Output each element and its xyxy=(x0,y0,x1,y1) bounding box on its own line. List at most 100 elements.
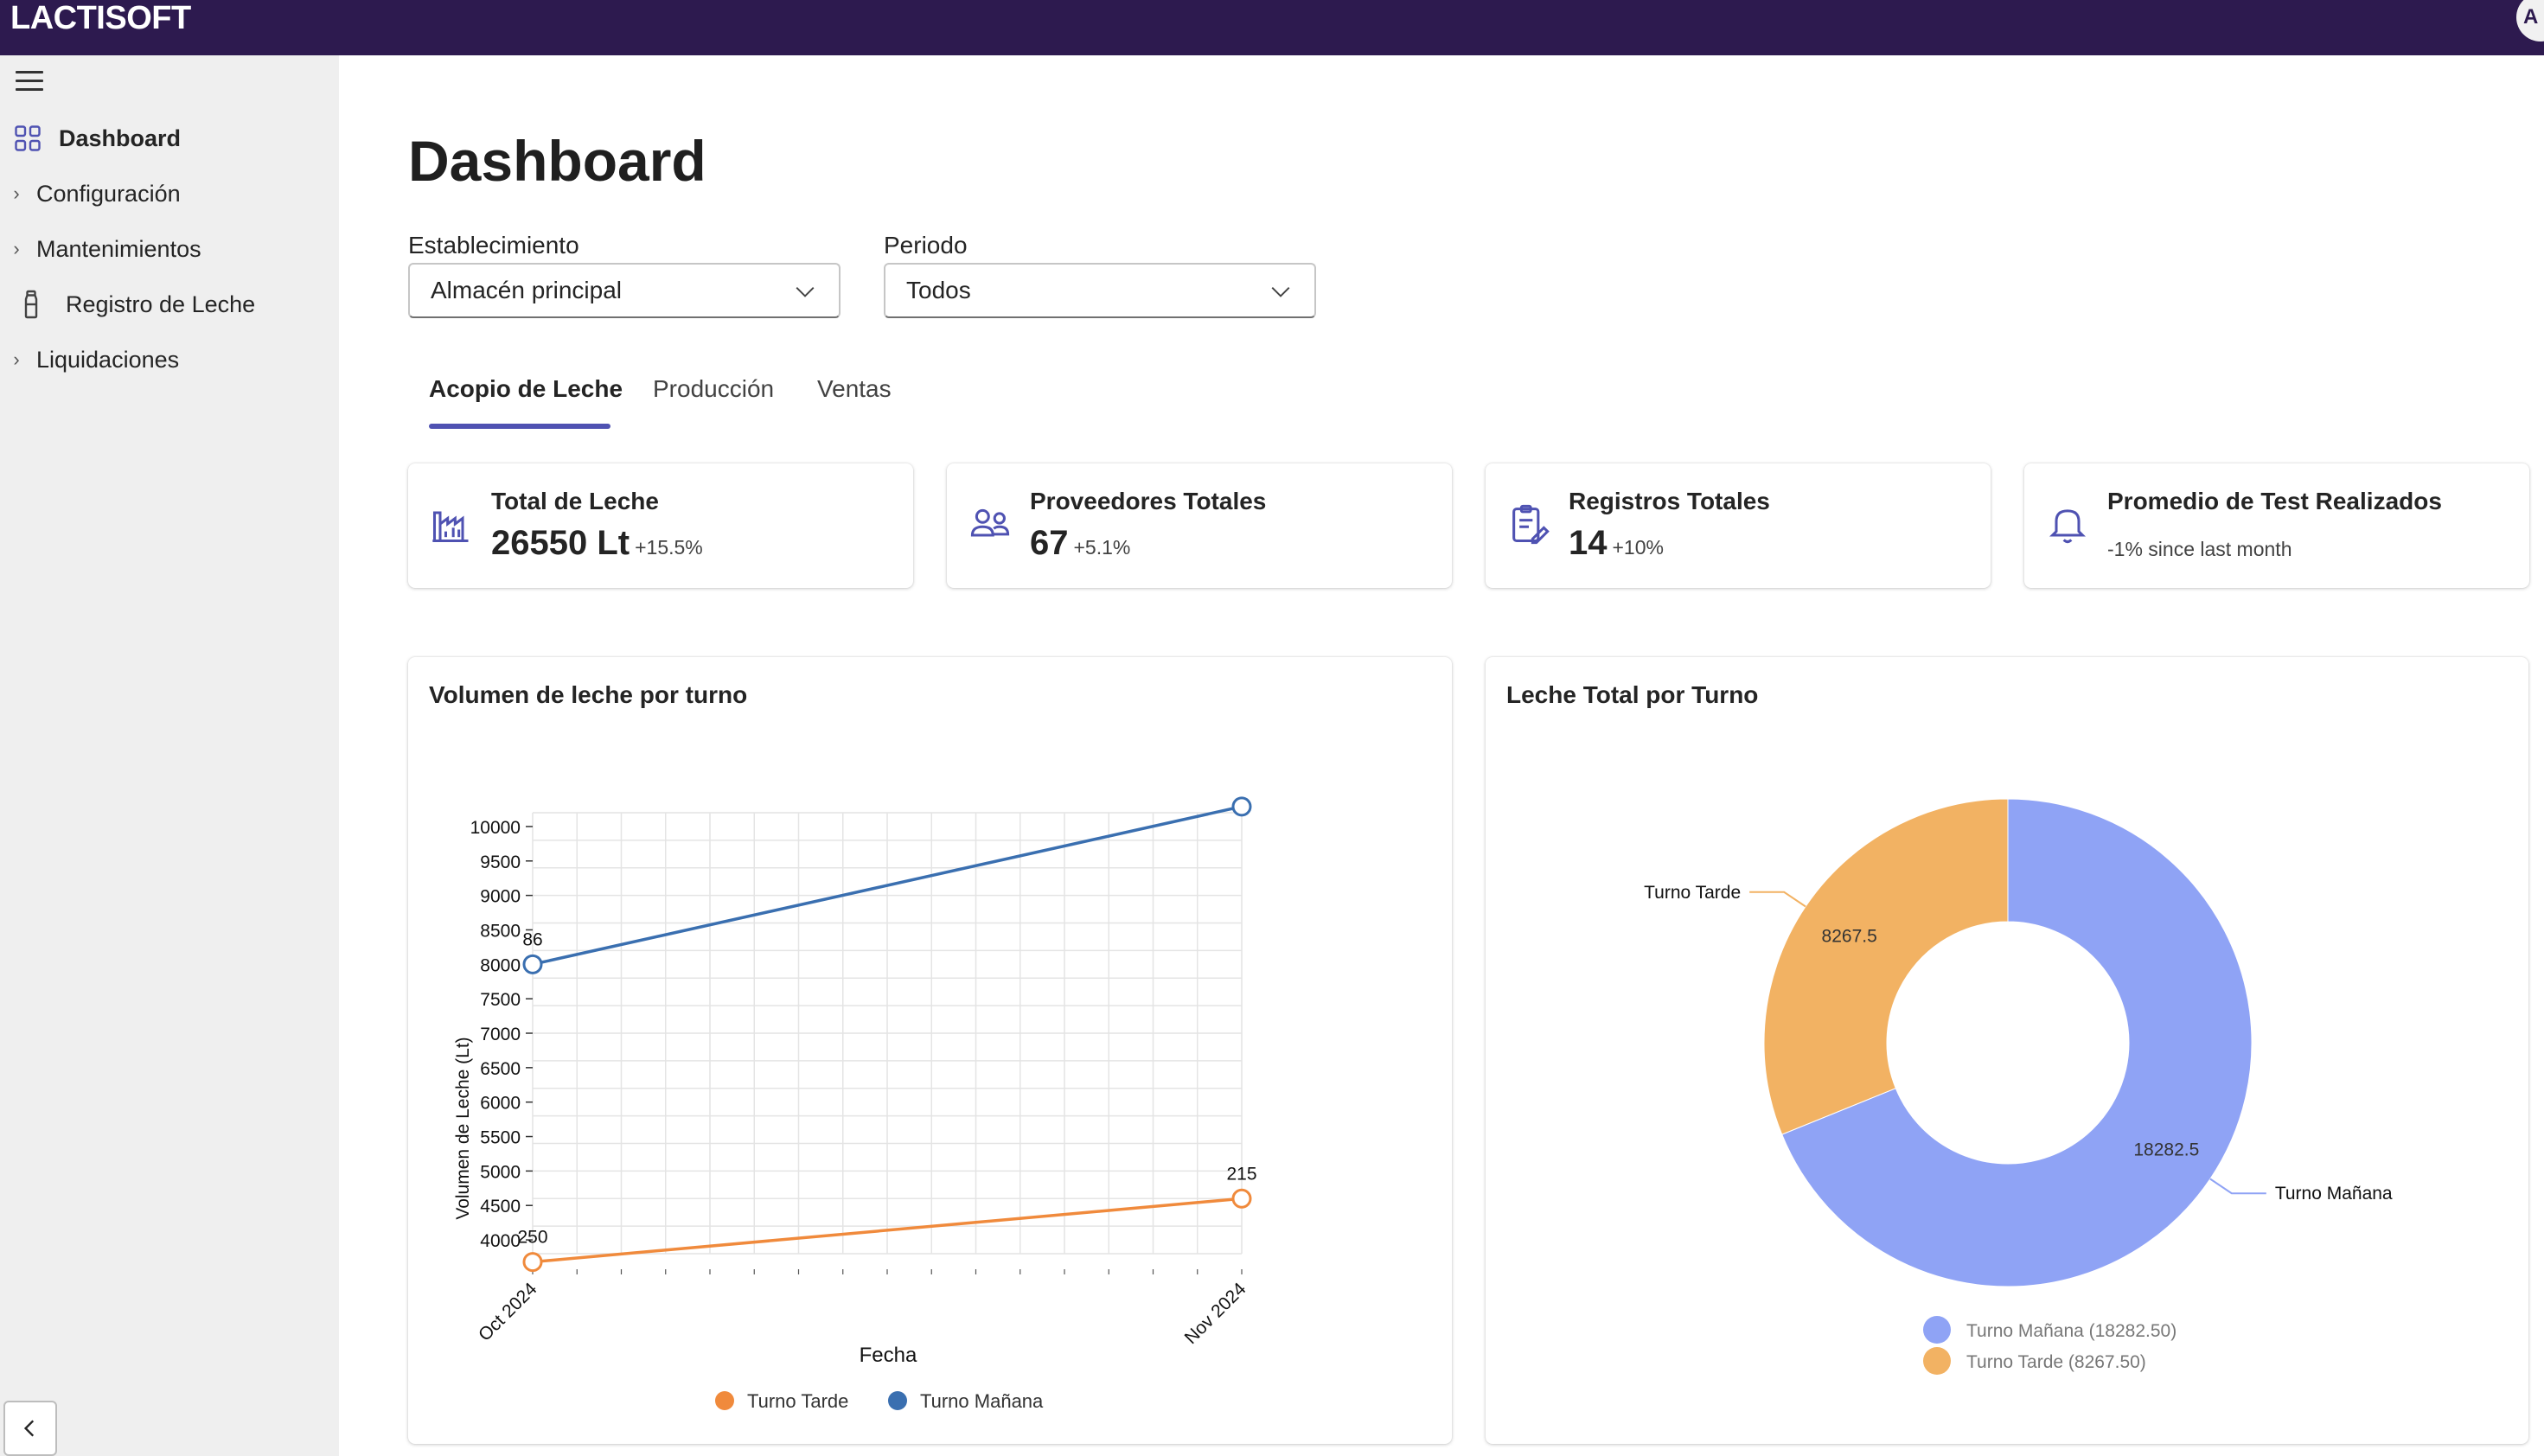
y-tick-label: 6000 xyxy=(480,1094,521,1114)
y-axis-title: Volumen de Leche (Lt) xyxy=(453,1037,473,1219)
data-point xyxy=(522,954,543,974)
sidebar-item-liquidaciones[interactable]: › Liquidaciones xyxy=(0,335,339,384)
y-tick-label: 5500 xyxy=(480,1128,521,1148)
stat-title: Proveedores Totales xyxy=(1030,488,1267,514)
legend-swatch xyxy=(888,1391,907,1410)
y-tick-label: 8500 xyxy=(480,921,521,941)
x-tick-label: Oct 2024 xyxy=(475,1279,541,1345)
hamburger-menu-icon[interactable] xyxy=(16,71,43,99)
legend-item: Turno Tarde xyxy=(715,1390,848,1412)
line-chart: 4000 4500 5000 5500 6000 6500 7000 7500 8000 8500… xyxy=(453,796,1257,1412)
stat-value: 67 xyxy=(1030,524,1069,562)
top-bar: LACTISOFT A xyxy=(0,0,2544,55)
stat-delta: +15.5% xyxy=(635,536,703,559)
chevron-right-icon: › xyxy=(13,348,20,370)
collapse-sidebar-button[interactable] xyxy=(3,1401,57,1456)
slice-name-label: Turno Mañana xyxy=(2275,1184,2393,1204)
stat-title: Registros Totales xyxy=(1569,488,1770,514)
periodo-label: Periodo xyxy=(884,232,968,259)
sidebar-item-label: Registro de Leche xyxy=(66,291,256,317)
tab-produccion[interactable]: Producción xyxy=(653,375,775,402)
series-line-turno-tarde xyxy=(532,1197,1243,1264)
leader-line xyxy=(1749,891,1806,908)
sidebar-item-dashboard[interactable]: Dashboard xyxy=(0,114,339,163)
legend-label: Turno Mañana xyxy=(920,1390,1044,1412)
legend-label: Turno Mañana (18282.50) xyxy=(1966,1321,2176,1341)
grid-icon xyxy=(12,123,43,154)
stat-value: 14 xyxy=(1569,524,1608,562)
legend-swatch xyxy=(1923,1316,1951,1344)
legend-item: Turno Mañana (18282.50) xyxy=(1923,1316,2176,1344)
y-tick-label: 4000 xyxy=(480,1231,521,1251)
chevron-right-icon: › xyxy=(13,182,20,204)
sidebar: Dashboard › Configuración › Mantenimient… xyxy=(0,55,339,1456)
slice-value-label: 18282.5 xyxy=(2133,1140,2199,1159)
stat-title: Promedio de Test Realizados xyxy=(2107,488,2442,514)
legend-swatch xyxy=(715,1391,734,1410)
establecimiento-value: Almacén principal xyxy=(431,277,622,303)
periodo-value: Todos xyxy=(906,277,971,303)
stat-delta: +10% xyxy=(1612,536,1664,559)
donut-chart: 18282.5 Turno Mañana 8267.5 Turno Tarde Turn… xyxy=(1644,798,2393,1375)
y-tick-label: 10000 xyxy=(470,818,521,838)
y-tick-label: 7000 xyxy=(480,1025,521,1044)
leader-line xyxy=(2209,1178,2266,1195)
chevron-down-icon xyxy=(1271,286,1290,297)
slice-name-label: Turno Tarde xyxy=(1644,883,1741,903)
sidebar-item-label: Dashboard xyxy=(59,125,182,151)
donut-slice-turno-manana xyxy=(1781,798,2253,1287)
avatar[interactable]: A xyxy=(2516,0,2544,42)
stat-card-registros: Registros Totales 14 +10% xyxy=(1486,463,1991,588)
legend-label: Turno Tarde xyxy=(747,1390,848,1412)
data-point xyxy=(1231,1188,1252,1209)
data-label: 86 xyxy=(522,929,542,949)
x-tick-label: Nov 2024 xyxy=(1181,1279,1250,1348)
chevron-left-icon xyxy=(23,1420,35,1437)
y-tick-label: 4500 xyxy=(480,1197,521,1217)
active-tab-indicator xyxy=(429,424,610,429)
data-point xyxy=(1231,796,1252,817)
y-tick-label: 8000 xyxy=(480,955,521,975)
establecimiento-label: Establecimiento xyxy=(408,232,579,259)
y-tick-label: 5000 xyxy=(480,1162,521,1182)
tab-acopio-de-leche[interactable]: Acopio de Leche xyxy=(429,375,623,402)
y-tick-label: 9000 xyxy=(480,887,521,907)
sidebar-item-registro-de-leche[interactable]: Registro de Leche xyxy=(0,280,339,329)
people-icon xyxy=(968,501,1013,546)
legend-label: Turno Tarde (8267.50) xyxy=(1966,1352,2146,1372)
line-chart-card: Volumen de leche por turno 4000 4500 5000 5… xyxy=(408,657,1452,1444)
stat-note: -1% since last month xyxy=(2107,538,2292,560)
stat-card-total-leche: Total de Leche 26550 Lt +15.5% xyxy=(408,463,913,588)
chart-title: Leche Total por Turno xyxy=(1506,681,1759,708)
sidebar-item-label: Mantenimientos xyxy=(36,235,201,262)
data-label: 215 xyxy=(1226,1164,1256,1184)
stat-value: 26550 Lt xyxy=(491,524,630,562)
y-tick-label: 7500 xyxy=(480,990,521,1010)
x-axis-title: Fecha xyxy=(860,1344,917,1367)
tab-ventas[interactable]: Ventas xyxy=(817,375,892,402)
series-line-turno-manana xyxy=(532,805,1243,967)
stat-card-promedio-test: Promedio de Test Realizados -1% since la… xyxy=(2024,463,2529,588)
chart-title: Volumen de leche por turno xyxy=(429,681,748,708)
stat-title: Total de Leche xyxy=(491,488,659,514)
bell-icon xyxy=(2045,501,2090,546)
sidebar-item-label: Configuración xyxy=(36,180,181,207)
legend-swatch xyxy=(1923,1347,1951,1375)
slice-value-label: 8267.5 xyxy=(1822,927,1877,947)
periodo-select[interactable]: Todos xyxy=(884,263,1316,318)
y-tick-label: 9500 xyxy=(480,853,521,872)
sidebar-item-configuracion[interactable]: › Configuración xyxy=(0,169,339,218)
data-label: 250 xyxy=(517,1228,547,1248)
stat-card-proveedores: Proveedores Totales 67 +5.1% xyxy=(947,463,1452,588)
establecimiento-select[interactable]: Almacén principal xyxy=(408,263,841,318)
sidebar-item-mantenimientos[interactable]: › Mantenimientos xyxy=(0,225,339,273)
donut-slice-turno-tarde xyxy=(1763,798,2009,1135)
page-title: Dashboard xyxy=(408,129,706,193)
legend-item: Turno Tarde (8267.50) xyxy=(1923,1347,2146,1375)
y-tick-label: 6500 xyxy=(480,1059,521,1079)
clipboard-edit-icon xyxy=(1506,501,1551,546)
data-point xyxy=(522,1252,543,1273)
pie-chart-card: Leche Total por Turno 18282.5 Turno Mañan… xyxy=(1486,657,2528,1444)
chart-grid xyxy=(532,812,1243,1255)
brand-logo: LACTISOFT xyxy=(10,0,191,36)
